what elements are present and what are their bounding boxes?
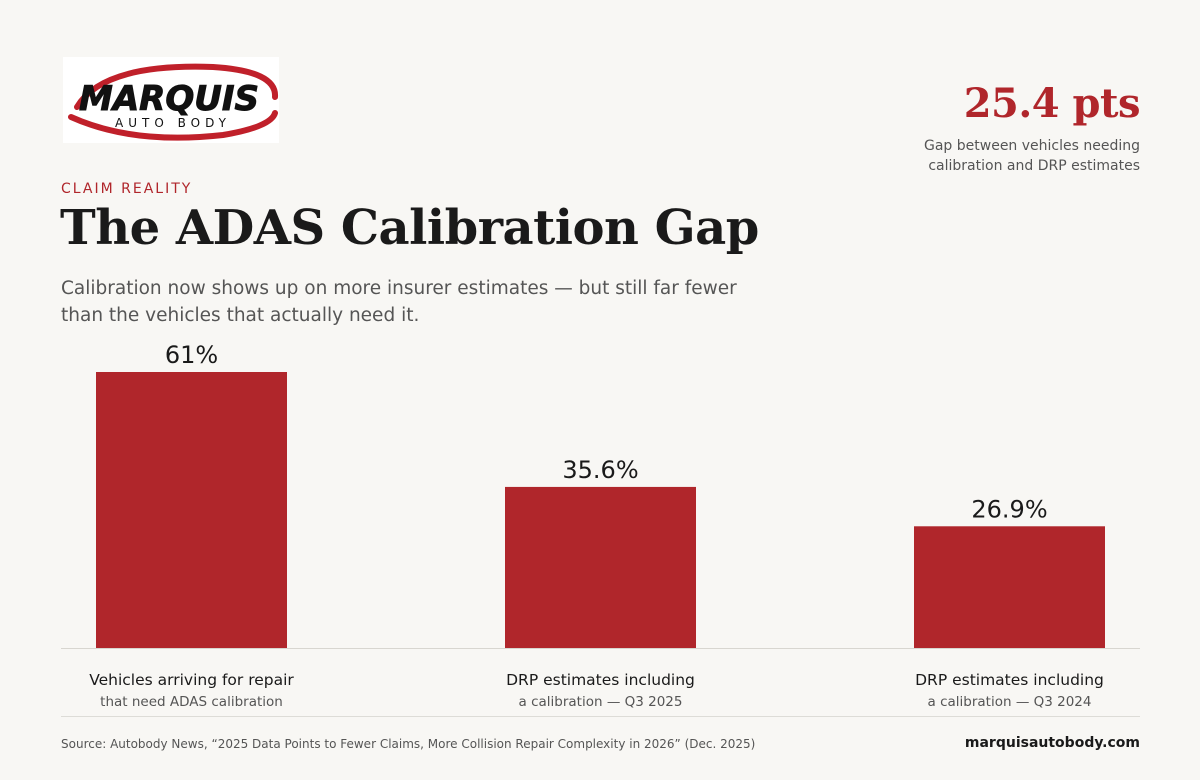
footer-divider [61, 716, 1140, 717]
bar [914, 526, 1105, 648]
logo-tagline: AUTO BODY [115, 116, 231, 130]
category-label: DRP estimates including [506, 671, 695, 689]
bar-value-label: 35.6% [562, 456, 638, 484]
bar [505, 486, 696, 648]
category-label: DRP estimates including [915, 671, 1104, 689]
page-title: The ADAS Calibration Gap [60, 200, 759, 256]
marquis-logo: MARQUIS AUTO BODY [63, 57, 279, 143]
bar-chart: 61% Vehicles arriving for repair that need… [61, 341, 1140, 710]
source-citation: Source: Autobody News, “2025 Data Points… [61, 737, 756, 751]
bar [96, 372, 287, 648]
kpi-value: 25.4 pts [963, 80, 1141, 127]
category-label: Vehicles arriving for repair [89, 671, 294, 689]
page-subtitle: Calibration now shows up on more insurer… [61, 278, 737, 326]
website-link[interactable]: marquisautobody.com [964, 735, 1140, 751]
bar-value-label: 61% [165, 341, 218, 369]
category-sublabel: that need ADAS calibration [100, 694, 283, 710]
logo-wordmark: MARQUIS [79, 79, 259, 119]
kpi-callout: 25.4 pts Gap between vehicles needing ca… [820, 80, 1141, 176]
bar-value-label: 26.9% [971, 495, 1047, 523]
kpi-caption-line2: calibration and DRP estimates [928, 158, 1140, 174]
eyebrow-label: CLAIM REALITY [61, 181, 193, 197]
kpi-caption-line1: Gap between vehicles needing [924, 138, 1140, 154]
category-sublabel: a calibration — Q3 2024 [928, 694, 1092, 710]
category-sublabel: a calibration — Q3 2025 [519, 694, 683, 710]
kpi-caption: Gap between vehicles needing calibration… [820, 136, 1140, 176]
